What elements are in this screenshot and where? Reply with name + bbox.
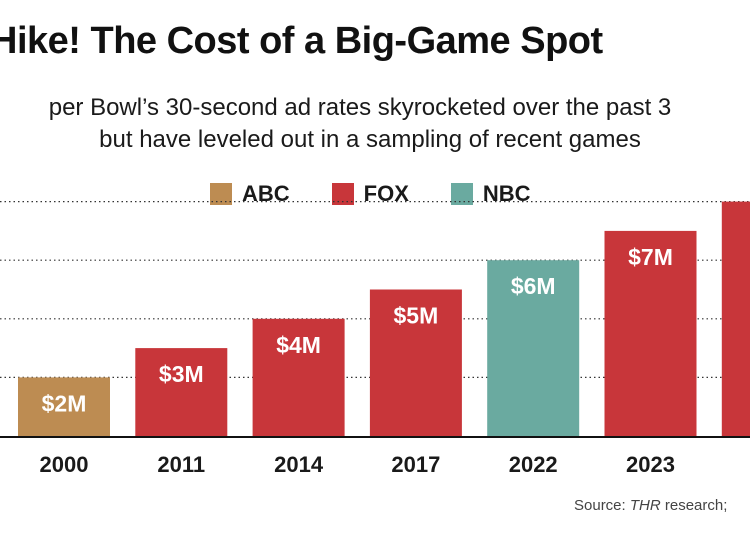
x-tick-label: 2022: [509, 452, 558, 477]
x-tick-label: 2023: [626, 452, 675, 477]
legend-swatch-fox: [331, 183, 354, 205]
bar-value-label: $3M: [159, 361, 204, 387]
source-prefix: Source:: [574, 497, 630, 514]
bar-2017: [369, 289, 462, 436]
source-note: Source: THR research;: [574, 497, 727, 514]
bar-2022: [487, 260, 580, 436]
bar-value-label: $5M: [394, 303, 439, 329]
subtitle-line-2: but have leveled out in a sampling of re…: [99, 126, 641, 153]
legend-swatch-nbc: [450, 183, 473, 205]
bar-2023: [604, 230, 697, 436]
bar-value-label: $6M: [511, 273, 556, 299]
x-tick-label: 2014: [274, 452, 324, 477]
bar-2: [721, 201, 750, 436]
x-tick-label: 2011: [157, 452, 205, 477]
bar-2000: [18, 377, 110, 436]
x-tick-label: 2000: [40, 452, 89, 477]
chart-subtitle: per Bowl’s 30-second ad rates skyrockete…: [0, 92, 750, 156]
chart-title: Hike! The Cost of a Big-Game Spot: [0, 20, 603, 62]
bar-2011: [135, 348, 228, 436]
bar-value-label: $4M: [276, 332, 321, 358]
bar-2014: [252, 318, 345, 436]
bar-value-label: $7M: [628, 244, 673, 270]
subtitle-line-1: per Bowl’s 30-second ad rates skyrockete…: [48, 94, 672, 121]
legend-swatch-abc: [210, 183, 232, 205]
source-suffix: research;: [660, 497, 728, 514]
x-tick-label: 2017: [391, 452, 440, 477]
bar-value-label: $2M: [42, 390, 87, 416]
source-name: THR: [629, 497, 661, 514]
